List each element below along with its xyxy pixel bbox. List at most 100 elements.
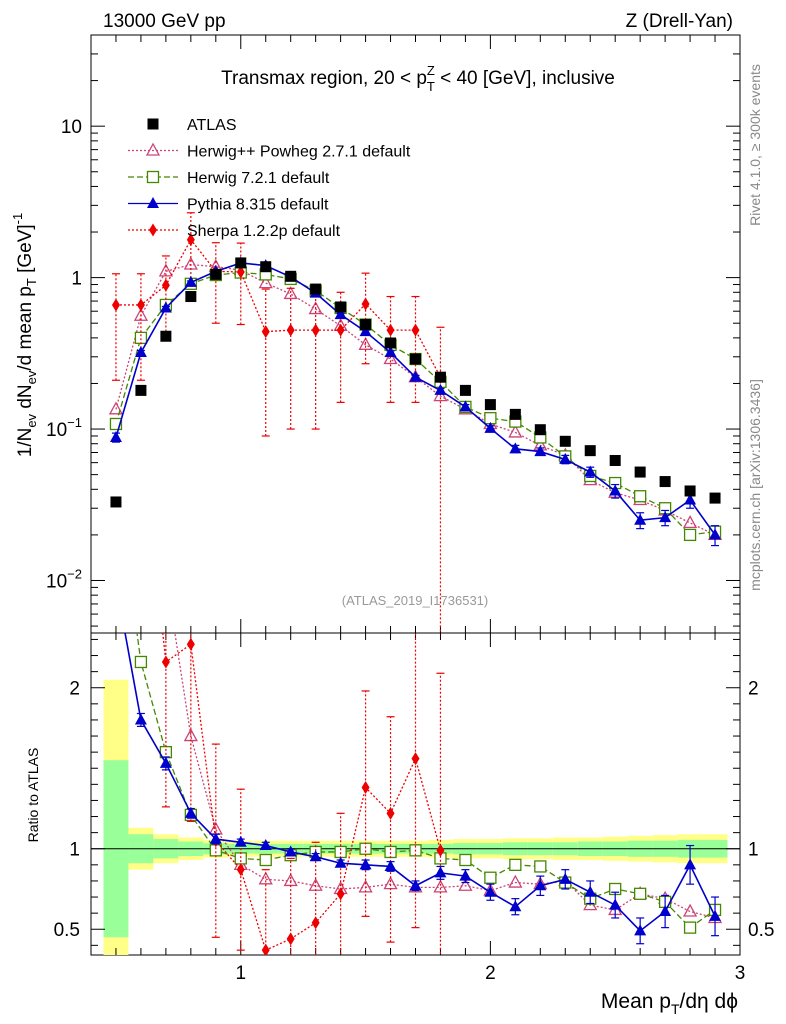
data-point [609, 454, 621, 466]
y-tick-label: 10−1 [46, 415, 82, 441]
data-point [184, 275, 197, 287]
legend-label: ATLAS [187, 117, 237, 134]
data-point [634, 887, 647, 900]
data-point [484, 421, 497, 433]
series-herwig7 [109, 266, 722, 542]
data-point [559, 435, 571, 447]
data-point [684, 858, 697, 870]
data-point [334, 845, 347, 859]
series-sherpa [161, 633, 445, 955]
legend-marker [146, 170, 160, 184]
data-point [609, 898, 622, 910]
data-point [161, 655, 170, 669]
header-right: Z (Drell-Yan) [626, 11, 733, 32]
series-pythia [109, 256, 722, 547]
data-point [559, 872, 572, 884]
data-point [509, 858, 522, 871]
data-point [509, 900, 522, 912]
data-point [534, 879, 547, 891]
mcplots-label: mcplots.cern.ch [arXiv:1306.3436] [747, 379, 763, 591]
data-point [235, 257, 247, 269]
main-ylabel: 1/Nev dNev/d mean pT [GeV]-1 [10, 213, 39, 458]
data-point [259, 839, 272, 851]
data-point [386, 806, 395, 820]
legend-marker [145, 142, 161, 156]
ratio-y-tick-label: 0.5 [54, 920, 80, 941]
data-point [159, 756, 172, 768]
legend-marker [147, 197, 159, 208]
data-point [508, 874, 523, 888]
data-point [459, 869, 472, 881]
data-point [484, 885, 497, 897]
data-point [683, 921, 697, 934]
main-title-prefix: Transmax region, 20 < p [221, 68, 427, 89]
data-point [682, 903, 698, 917]
data-point [286, 323, 295, 337]
data-point [659, 511, 672, 523]
data-point [361, 781, 370, 795]
analysis-watermark: (ATLAS_2019_I1736531) [342, 593, 488, 608]
data-point [284, 845, 297, 857]
data-point [411, 752, 420, 766]
data-point [110, 359, 122, 370]
data-point [385, 337, 397, 349]
data-point [159, 301, 172, 313]
data-point [386, 323, 395, 337]
data-point [659, 905, 672, 917]
data-point [508, 424, 523, 438]
data-point [135, 504, 147, 515]
data-point [308, 301, 323, 315]
data-point [634, 490, 647, 503]
data-point [161, 278, 170, 292]
series-line [162, 633, 442, 952]
data-point [310, 283, 322, 295]
data-point [534, 424, 546, 436]
legend-item-herwigpp: Herwig++ Powheg 2.7.1 default [128, 142, 411, 161]
data-point [184, 806, 197, 818]
data-point [234, 835, 247, 847]
data-point [509, 442, 522, 454]
data-point [134, 331, 148, 345]
ratio-y-tick-label: 1 [69, 840, 80, 861]
data-point [283, 873, 298, 887]
data-point [433, 388, 448, 402]
data-point [683, 528, 697, 542]
data-point [160, 330, 172, 342]
data-point [236, 863, 245, 877]
data-point [259, 853, 272, 867]
data-point [459, 384, 471, 396]
axis-ticks: 1 2 3 10−2 10−1 1 10 0.5 0.5 1 1 2 2 [46, 34, 774, 984]
data-point [308, 877, 323, 891]
ratio-ylabel: Ratio to ATLAS [25, 748, 41, 843]
data-point [136, 298, 145, 312]
main-title-sub: T [427, 79, 435, 94]
data-point [108, 401, 124, 415]
data-point [183, 256, 198, 270]
data-point [309, 850, 322, 862]
data-point [433, 879, 448, 893]
legend-item-sherpa: Sherpa 1.2.2p default [128, 223, 341, 240]
data-point [634, 924, 647, 936]
data-point [534, 860, 547, 873]
data-point [336, 323, 345, 337]
data-point [458, 877, 473, 891]
data-point [709, 909, 722, 921]
data-point [111, 298, 120, 312]
legend-label: Herwig 7.2.1 default [187, 170, 330, 187]
data-point [684, 493, 697, 505]
ratio-y-tick-label: 0.5 [748, 920, 774, 941]
series-pythia [124, 633, 722, 945]
legend: ATLAS Herwig++ Powheg 2.7.1 default Herwig… [128, 117, 411, 240]
data-point [434, 866, 447, 878]
data-point [336, 887, 345, 901]
data-point [283, 286, 298, 300]
data-point [109, 417, 123, 431]
data-point [209, 832, 222, 844]
data-point [359, 858, 372, 870]
data-point [384, 845, 397, 859]
data-point [234, 852, 247, 865]
data-point [285, 270, 297, 282]
data-point [709, 492, 721, 504]
x-tick-label: 3 [735, 963, 746, 984]
